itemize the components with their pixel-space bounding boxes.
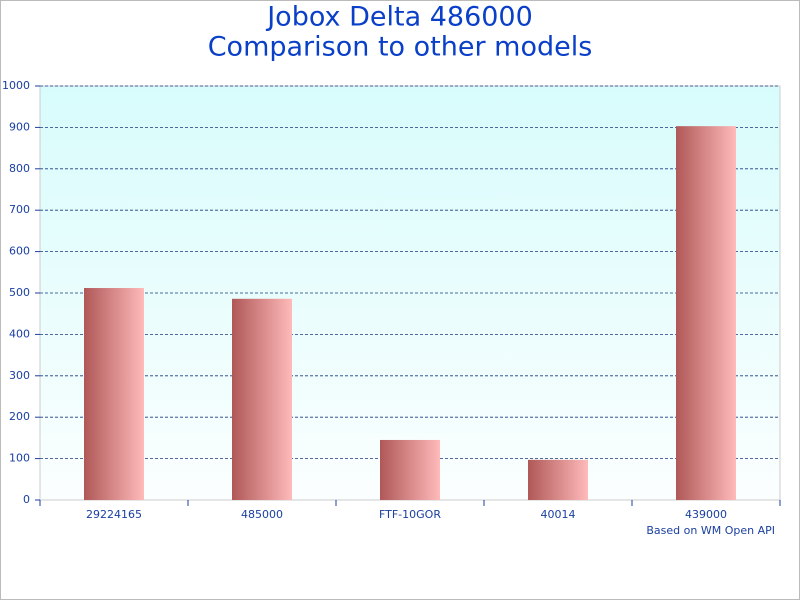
chart-title: Comparison to other models: [208, 32, 593, 63]
y-tick-label: 400: [9, 327, 30, 340]
chart-title: Jobox Delta 486000: [265, 2, 533, 33]
x-tick-label: 40014: [541, 508, 576, 521]
y-tick-label: 500: [9, 286, 30, 299]
y-tick-label: 300: [9, 369, 30, 382]
y-tick-label: 100: [9, 452, 30, 465]
x-tick-label: FTF-10GOR: [379, 508, 441, 521]
bar: [528, 459, 588, 500]
y-tick-label: 600: [9, 245, 30, 258]
y-tick-label: 800: [9, 162, 30, 175]
bar: [232, 298, 292, 500]
y-tick-label: 700: [9, 203, 30, 216]
bar: [676, 126, 736, 501]
x-tick-label: 485000: [241, 508, 283, 521]
footnote: Based on WM Open API: [646, 524, 775, 537]
y-tick-label: 0: [23, 493, 30, 506]
x-tick-label: 439000: [685, 508, 727, 521]
y-tick-label: 200: [9, 410, 30, 423]
x-tick-label: 29224165: [86, 508, 142, 521]
bar: [84, 288, 144, 500]
y-tick-label: 1000: [2, 79, 30, 92]
bar: [380, 439, 440, 500]
y-tick-label: 900: [9, 120, 30, 133]
